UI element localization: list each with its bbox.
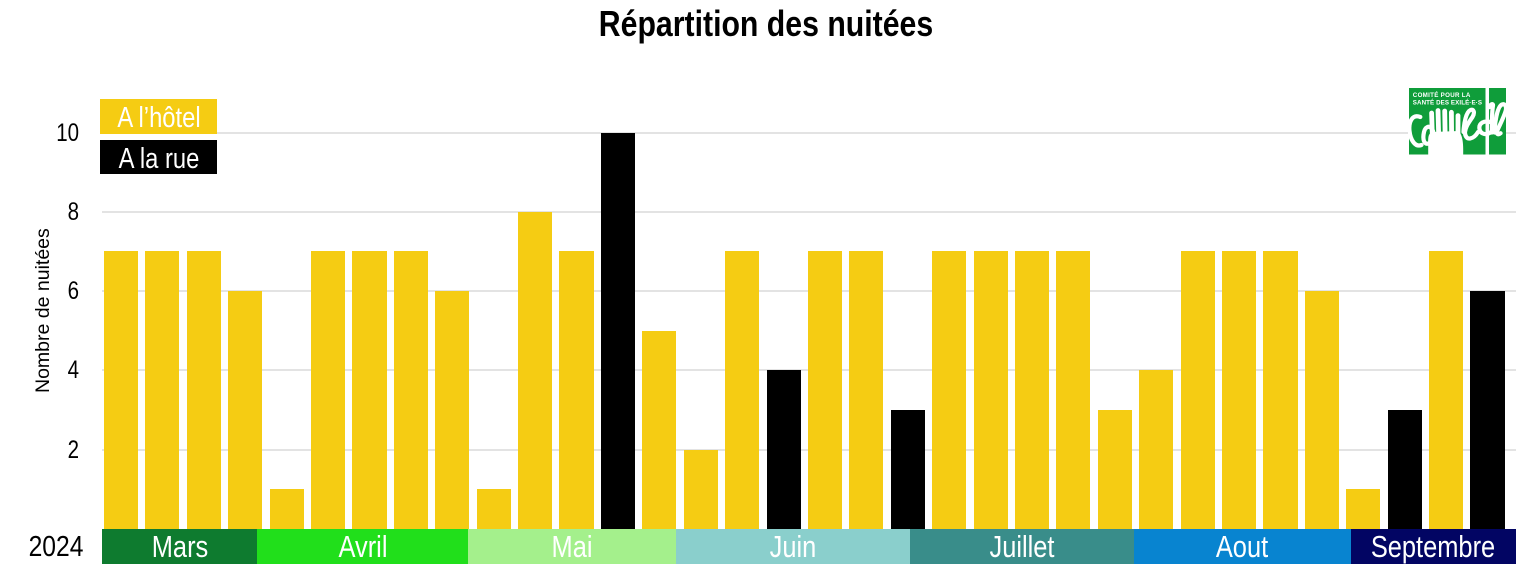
svg-text:COMITÉ POUR LA: COMITÉ POUR LA	[1413, 91, 1471, 99]
svg-text:SANTÉ DES EXILÉ·E·S: SANTÉ DES EXILÉ·E·S	[1413, 98, 1482, 106]
